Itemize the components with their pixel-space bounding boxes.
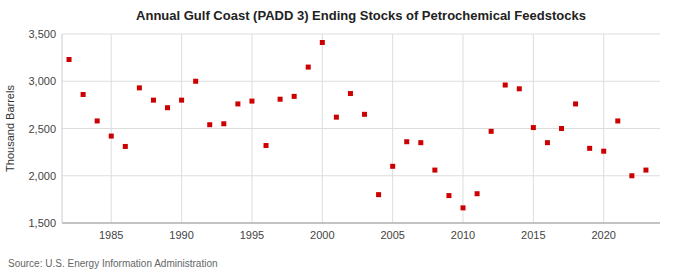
y-tick-label: 2,500	[28, 123, 56, 135]
point	[165, 105, 170, 110]
y-axis-line	[62, 34, 63, 223]
point	[390, 164, 395, 169]
point	[109, 134, 114, 139]
point	[235, 101, 240, 106]
point	[123, 144, 128, 149]
y-tick-label: 2,000	[28, 170, 56, 182]
x-grid-line	[251, 34, 252, 223]
x-grid-line	[603, 34, 604, 223]
x-tick-label: 2015	[521, 229, 545, 241]
point	[362, 112, 367, 117]
x-grid-line	[322, 34, 323, 223]
point	[306, 65, 311, 70]
point	[531, 125, 536, 130]
point	[475, 191, 480, 196]
point	[573, 101, 578, 106]
point	[517, 86, 522, 91]
points	[67, 40, 649, 210]
point	[249, 99, 254, 104]
point	[334, 115, 339, 120]
x-tick-label: 2005	[380, 229, 404, 241]
point	[81, 92, 86, 97]
y-grid-line	[62, 128, 660, 129]
chart: Annual Gulf Coast (PADD 3) Ending Stocks…	[0, 0, 675, 275]
x-grid-line	[392, 34, 393, 223]
point	[446, 193, 451, 198]
point	[643, 168, 648, 173]
x-tick-label: 2000	[310, 229, 334, 241]
point	[404, 139, 409, 144]
y-tick-label: 3,500	[28, 28, 56, 40]
x-grid-line	[111, 34, 112, 223]
x-axis-line	[62, 223, 660, 224]
source-note: Source: U.S. Energy Information Administ…	[8, 258, 218, 269]
x-tick-label: 2010	[451, 229, 475, 241]
x-tick-label: 2020	[591, 229, 615, 241]
point	[489, 129, 494, 134]
x-tick-label: 1985	[99, 229, 123, 241]
point	[587, 146, 592, 151]
grid	[62, 34, 660, 223]
point	[418, 140, 423, 145]
point	[461, 205, 466, 210]
point	[207, 122, 212, 127]
point	[278, 97, 283, 102]
title: Annual Gulf Coast (PADD 3) Ending Stocks…	[136, 8, 586, 23]
background	[0, 0, 675, 275]
point	[559, 126, 564, 131]
point	[95, 118, 100, 123]
x-tick-label: 1990	[169, 229, 193, 241]
point	[432, 168, 437, 173]
point	[67, 57, 72, 62]
point	[376, 192, 381, 197]
point	[292, 94, 297, 99]
x-tick-label: 1995	[240, 229, 264, 241]
x-grid-line	[181, 34, 182, 223]
point	[601, 149, 606, 154]
point	[264, 143, 269, 148]
point	[193, 79, 198, 84]
point	[221, 121, 226, 126]
point	[151, 98, 156, 103]
y-tick-label: 3,000	[28, 75, 56, 87]
point	[503, 83, 508, 88]
point	[320, 40, 325, 45]
x-grid-line	[463, 34, 464, 223]
point	[179, 98, 184, 103]
point	[615, 118, 620, 123]
point	[348, 91, 353, 96]
point	[545, 140, 550, 145]
y-grid-line	[62, 34, 660, 35]
y-grid-line	[62, 175, 660, 176]
point	[629, 173, 634, 178]
y-tick-label: 1,500	[28, 217, 56, 229]
y-grid-line	[62, 223, 660, 224]
y-axis-label: Thousand Barrels	[4, 85, 16, 172]
point	[137, 85, 142, 90]
y-grid-line	[62, 81, 660, 82]
